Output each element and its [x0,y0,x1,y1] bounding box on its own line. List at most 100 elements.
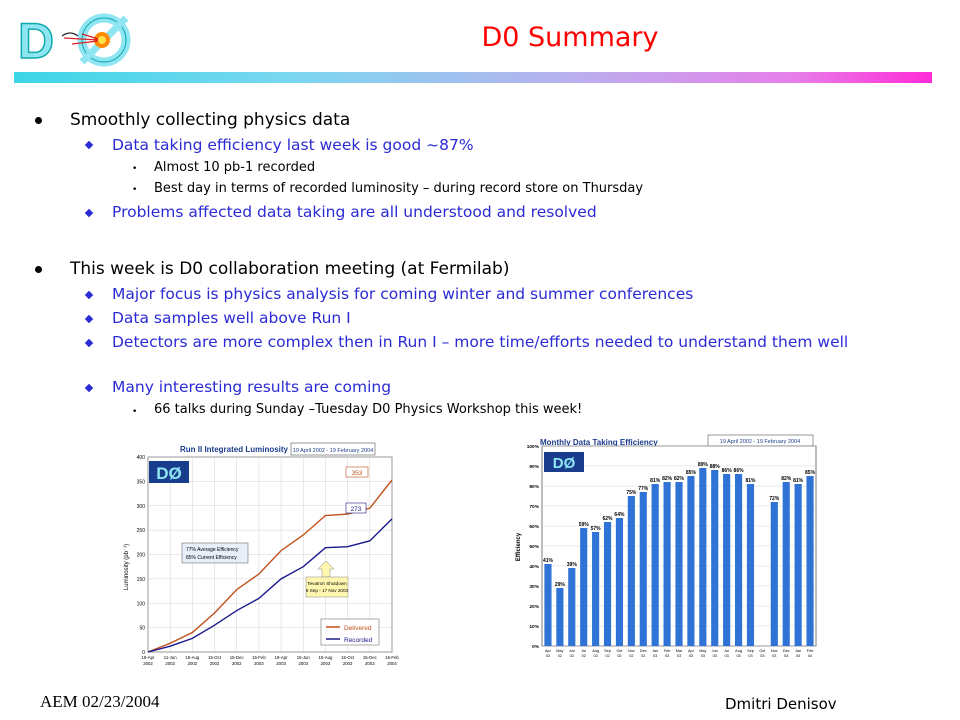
lumi-xtick-year: 2003 [254,661,264,666]
diamond-bullet-icon [84,314,94,324]
lumi-ytick-label: 250 [137,528,146,534]
lumi-date-range: 19 April 2002 - 19 February 2004 [293,448,373,454]
eff-bar-label: 81% [793,478,804,484]
eff-xtick-year: 02 [605,654,609,658]
lumi-xtick-year: 2003 [365,661,375,666]
eff-xtick-year: 02 [641,654,645,658]
bullet-2: This week is D0 collaboration meeting (a… [70,259,510,279]
eff-chart-title: Monthly Data Taking Efficiency [540,438,658,447]
delivered-end-box [345,466,369,478]
eff-xtick-label: Feb [807,649,814,653]
lumi-xtick-label: 15-Jun [297,655,311,660]
lumi-date-box [290,442,376,456]
eff-xtick-year: 03 [725,654,729,658]
eff-ytick-label: 60% [529,524,539,530]
bullet-2-1: Major focus is physics analysis for comi… [112,285,694,303]
eff-xtick-label: Feb [664,649,671,653]
eff-xtick-label: Oct [759,649,766,653]
eff-xtick-year: 02 [617,654,621,658]
eff-bar [806,476,814,646]
bullet-1-2: Problems affected data taking are all un… [112,203,597,221]
eff-bar [723,474,731,646]
lumi-legend [320,618,380,646]
eff-xtick-label: Jun [712,649,718,653]
title-gradient-bar [14,72,932,83]
logo-letter-d: D [18,13,54,68]
eff-xtick-label: May [556,649,563,653]
eff-bar-label: 85% [686,470,697,476]
eff-d0-logo [544,452,584,472]
bullet-2-4-1: 66 talks during Sunday –Tuesday D0 Physi… [154,402,583,417]
eff-xtick-label: Jan [795,649,801,653]
lumi-annotation-avg: 77% Average Efficiency [186,547,239,553]
eff-ytick-label: 40% [529,564,539,570]
bullet-2-2: Data samples well above Run I [112,309,351,327]
eff-bar [770,502,778,646]
eff-bar [734,474,743,646]
eff-bar-label: 29% [555,582,566,588]
d0-logo: D [12,8,137,70]
diamond-bullet-icon [84,208,94,218]
eff-xtick-label: Dec [783,649,790,653]
lumi-annotation-dates: 8 Sep - 17 Nov 2003 [306,588,349,593]
lumi-xtick-year: 2002 [143,661,153,666]
recorded-end-box [345,502,367,514]
eff-bar-label: 86% [722,468,733,474]
bullet-1-1: Data taking efficiency last week is good… [112,136,474,154]
efficiency-chart: Monthly Data Taking Efficiency 19 April … [510,432,820,664]
eff-xtick-label: Sep [604,649,611,653]
eff-ylabel: Efficiency [516,532,522,561]
lumi-chart-title: Run II Integrated Luminosity [180,445,289,454]
lumi-ytick-label: 50 [139,626,145,632]
lumi-xtick-year: 2003 [321,661,331,666]
lumi-ytick-label: 150 [137,577,146,583]
lumi-xtick-year: 2003 [276,661,286,666]
eff-xtick-label: Jun [569,649,575,653]
eff-ytick-label: 100% [527,444,540,450]
eff-bar [699,468,707,646]
eff-xtick-label: Mar [676,649,683,653]
eff-bar [782,482,790,646]
legend-delivered-label: Delivered [344,625,372,632]
eff-ytick-label: 10% [529,624,539,630]
lumi-xtick-label: 15-Aug [185,655,199,660]
sub-bullet-icon: • [132,164,138,174]
eff-bar [675,482,683,646]
eff-bar [568,568,576,646]
eff-xtick-label: Oct [616,649,623,653]
eff-bar-label: 81% [650,478,661,484]
diamond-bullet-icon [84,140,94,150]
lumi-ytick-label: 300 [137,504,146,510]
eff-xtick-label: Nov [771,649,778,653]
delivered-end-label: 353 [352,470,363,477]
eff-xtick-year: 02 [582,654,586,658]
eff-xtick-label: Sep [747,649,754,653]
footer-author: Dmitri Denisov [725,695,837,713]
eff-bar [746,484,755,646]
lumi-ytick-label: 100 [137,601,146,607]
eff-date-range: 19 April 2002 - 19 February 2004 [720,439,800,445]
eff-xtick-year: 03 [760,654,764,658]
eff-xtick-year: 02 [570,654,574,658]
lumi-annotation-cur: 85% Current Efficiency [186,555,237,561]
lumi-annotation-shutdown: Tevatron Shutdown [307,581,347,586]
lumi-xtick-year: 2002 [210,661,220,666]
eff-bar [592,532,600,646]
eff-bar-label: 62% [603,516,614,522]
eff-xtick-year: 02 [629,654,633,658]
eff-xtick-label: Jul [724,649,729,653]
lumi-xtick-year: 2002 [188,661,198,666]
eff-bar-label: 77% [638,486,649,492]
eff-bar-label: 39% [567,562,578,568]
eff-xtick-year: 03 [713,654,717,658]
eff-xtick-year: 03 [784,654,788,658]
eff-bar-label: 82% [781,476,792,482]
eff-bar [627,496,635,646]
lumi-series-recorded [147,518,393,653]
lumi-xtick-label: 15-Aug [319,655,333,660]
eff-xtick-year: 02 [558,654,562,658]
eff-xtick-label: Dec [640,649,647,653]
bullet-1-1-1: Almost 10 pb-1 recorded [154,160,316,175]
eff-bar-label: 41% [543,558,554,564]
lumi-logo-text: DØ [156,464,182,483]
